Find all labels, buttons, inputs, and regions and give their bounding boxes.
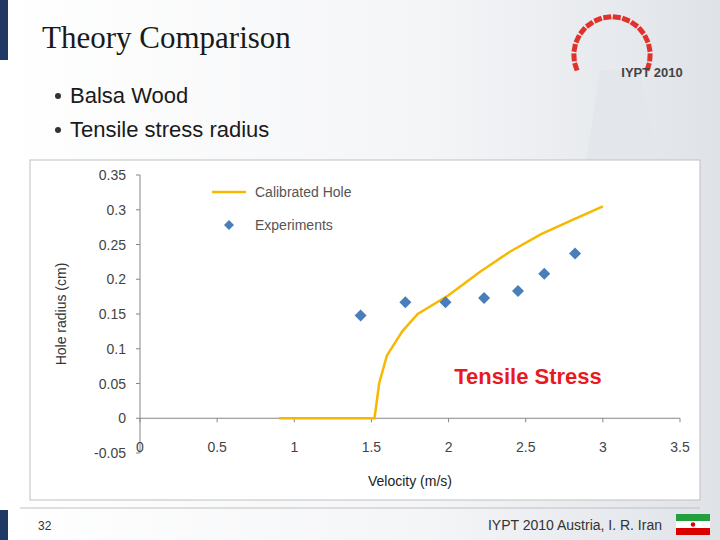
x-tick: [448, 418, 449, 422]
series-line: [279, 206, 603, 418]
x-tick-label: 3: [599, 439, 607, 455]
point: [399, 296, 411, 308]
logo-dash: [585, 20, 594, 29]
logo: IYPT 2010: [571, 14, 682, 80]
y-tick-label: 0.35: [99, 167, 126, 183]
x-axis-label: Velocity (m/s): [368, 473, 452, 489]
y-tick: [136, 383, 140, 384]
logo-dash: [642, 34, 650, 43]
chart-frame: [30, 160, 700, 500]
y-tick-label: 0.2: [107, 271, 127, 287]
legend-label: Calibrated Hole: [255, 184, 352, 200]
x-tick-label: 2: [445, 439, 453, 455]
point: [478, 292, 490, 304]
footer-line: [20, 508, 700, 509]
y-tick-label: 0.05: [99, 376, 126, 392]
logo-dash: [571, 43, 577, 52]
x-tick: [602, 418, 603, 422]
logo-dash: [647, 53, 652, 61]
logo-dash: [571, 53, 576, 61]
logo-dash: [630, 20, 639, 29]
y-tick: [136, 244, 140, 245]
logo-text: IYPT 2010: [621, 65, 682, 80]
y-tick: [136, 348, 140, 349]
flag-emblem: [691, 522, 695, 526]
x-tick: [525, 418, 526, 422]
y-tick: [136, 175, 140, 176]
point: [512, 285, 524, 297]
tower-shape: [585, 70, 660, 170]
x-tick-label: 3.5: [670, 439, 690, 455]
y-tick-label: 0: [118, 410, 126, 426]
y-tick-label: 0.15: [99, 306, 126, 322]
bullet-dot: [55, 93, 61, 99]
x-tick-label: 1.5: [362, 439, 382, 455]
logo-dash: [621, 16, 630, 24]
flag-red: [676, 528, 710, 535]
logo-dash: [646, 43, 652, 52]
bullet: Balsa Wood: [70, 83, 188, 108]
legend-label: Experiments: [255, 217, 333, 233]
background: [0, 0, 720, 540]
x-tick-label: 1: [290, 439, 298, 455]
x-tick: [680, 418, 681, 422]
x-tick-label: 0: [136, 439, 144, 455]
logo-dash: [612, 14, 621, 20]
y-tick: [136, 279, 140, 280]
point: [569, 248, 581, 260]
x-axis: [140, 418, 680, 419]
x-tick: [217, 418, 218, 422]
plot-area: [279, 206, 603, 418]
legend-swatch: [224, 220, 234, 230]
point: [355, 309, 367, 321]
logo-dash: [603, 14, 612, 20]
point: [439, 296, 451, 308]
page-number: 32: [38, 519, 52, 533]
y-axis-label: Hole radius (cm): [53, 263, 69, 366]
bullet: Tensile stress radius: [70, 117, 269, 142]
footer-text: IYPT 2010 Austria, I. R. Iran: [488, 517, 662, 533]
y-tick-label: 0.1: [107, 341, 127, 357]
logo-dash: [574, 34, 582, 43]
y-tick: [136, 209, 140, 210]
flag-green: [676, 514, 710, 521]
annotation: Tensile Stress: [454, 364, 602, 389]
flag-white: [676, 521, 710, 528]
legend: Calibrated Hole Experiments: [212, 184, 352, 233]
y-tick-label: -0.05: [94, 445, 126, 461]
logo-dash: [578, 26, 587, 35]
title: Theory Comparison: [42, 20, 291, 55]
legend-swatch: [212, 191, 246, 194]
y-tick: [136, 418, 140, 419]
x-tick-label: 2.5: [516, 439, 536, 455]
y-tick-label: 0.3: [107, 202, 127, 218]
y-tick-label: 0.25: [99, 237, 126, 253]
bullet-dot: [55, 127, 61, 133]
x-tick-label: 0.5: [207, 439, 227, 455]
logo-dash: [572, 62, 579, 71]
left-bar: [0, 0, 8, 60]
point: [538, 268, 550, 280]
x-tick: [140, 418, 141, 422]
footer-bar: [0, 510, 8, 540]
slide: Theory Comparison Balsa Wood Tensile stres…: [0, 0, 720, 540]
y-tick: [136, 314, 140, 315]
logo-dash: [637, 26, 646, 35]
logo-dash: [593, 16, 602, 24]
